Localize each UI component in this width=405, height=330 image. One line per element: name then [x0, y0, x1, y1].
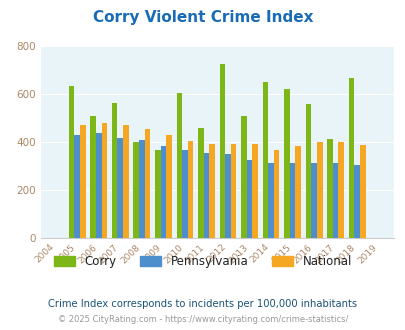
Bar [90, 115, 96, 238]
Bar [273, 149, 279, 238]
Bar [96, 133, 101, 238]
Bar [209, 144, 214, 238]
Bar [176, 93, 182, 238]
Text: Corry Violent Crime Index: Corry Violent Crime Index [92, 10, 313, 25]
Bar [203, 153, 209, 238]
Legend: Corry, Pennsylvania, National: Corry, Pennsylvania, National [49, 250, 356, 273]
Bar [326, 139, 332, 238]
Bar [252, 144, 257, 238]
Bar [332, 163, 338, 238]
Bar [74, 135, 80, 238]
Bar [219, 64, 225, 238]
Text: © 2025 CityRating.com - https://www.cityrating.com/crime-statistics/: © 2025 CityRating.com - https://www.city… [58, 315, 347, 324]
Bar [289, 163, 295, 238]
Bar [338, 142, 343, 238]
Bar [187, 141, 193, 238]
Bar [348, 79, 354, 238]
Bar [155, 150, 160, 238]
Bar [359, 145, 365, 238]
Bar [246, 160, 252, 238]
Bar [68, 86, 74, 238]
Bar [230, 144, 236, 238]
Bar [268, 163, 273, 238]
Bar [316, 142, 322, 238]
Bar [305, 104, 311, 238]
Bar [112, 103, 117, 238]
Bar [160, 146, 166, 238]
Bar [166, 135, 171, 238]
Bar [101, 123, 107, 238]
Bar [225, 154, 230, 238]
Bar [354, 165, 359, 238]
Bar [144, 129, 150, 238]
Bar [123, 125, 128, 238]
Bar [80, 125, 85, 238]
Bar [262, 82, 268, 238]
Bar [139, 140, 144, 238]
Bar [182, 150, 187, 238]
Bar [284, 89, 289, 238]
Text: Crime Index corresponds to incidents per 100,000 inhabitants: Crime Index corresponds to incidents per… [48, 299, 357, 309]
Bar [133, 142, 139, 238]
Bar [198, 128, 203, 238]
Bar [117, 138, 123, 238]
Bar [295, 146, 300, 238]
Bar [311, 163, 316, 238]
Bar [241, 115, 246, 238]
